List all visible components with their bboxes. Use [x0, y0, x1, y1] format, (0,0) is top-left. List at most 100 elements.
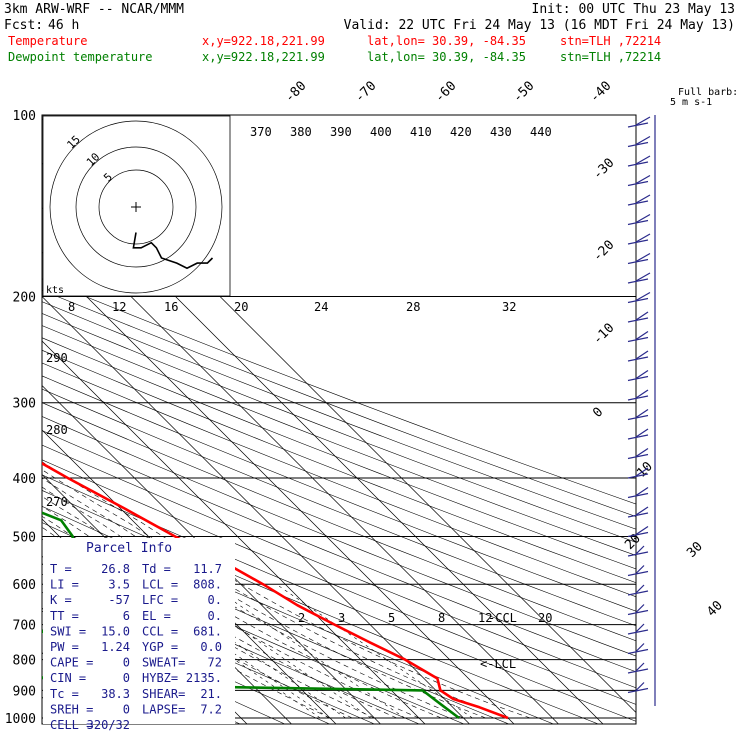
wind-barb [635, 174, 651, 185]
parcel-info-title: Parcel Info [86, 541, 172, 556]
parcel-info-value: 6 [123, 609, 130, 623]
moist-adiabat-label: 24 [314, 300, 328, 314]
wind-barb-shaft [627, 356, 649, 362]
wind-barb [635, 331, 649, 340]
hodograph-unit-label: kts [46, 285, 64, 296]
parcel-info-key: CELL = [50, 718, 93, 732]
parcel-info-key: TT = [50, 609, 79, 623]
temperature-axis-label: -20 [590, 238, 617, 265]
wind-barb-shaft [627, 473, 649, 479]
isotherm-line [0, 115, 31, 731]
fcst-label: Fcst: [4, 18, 43, 33]
theta-label: 440 [530, 125, 552, 139]
temperature-axis-label: 30 [684, 539, 706, 561]
hodograph-ring [49, 120, 223, 294]
parcel-info-key: T = [50, 562, 72, 576]
wind-barb [635, 409, 649, 418]
temperature-axis-label: -50 [510, 79, 537, 106]
wind-barb [635, 467, 649, 477]
wind-barb-shaft [627, 629, 649, 635]
wind-barb-shaft [627, 180, 649, 187]
dry-adiabat-label: 280 [46, 423, 68, 437]
wind-barb-shaft [627, 375, 649, 382]
wind-barb [635, 682, 645, 691]
isotherm-line [42, 340, 426, 724]
parcel-info-value: 0. [208, 593, 222, 607]
wind-barb [635, 213, 651, 224]
wind-barb-shaft [627, 219, 649, 226]
mixing-ratio-label: 3 [338, 611, 345, 625]
pressure-tick-label: 600 [13, 578, 36, 593]
parcel-info-key: LCL = [142, 578, 178, 592]
parcel-info-value: 26.8 [101, 562, 130, 576]
wind-barb-shaft [627, 648, 649, 655]
dry-adiabat-line [42, 388, 636, 627]
mixing-ratio-line [208, 583, 405, 719]
wind-barb [635, 526, 649, 535]
hodograph-ring [98, 169, 174, 245]
wind-barb [635, 643, 645, 652]
dry-adiabat-line [42, 416, 636, 657]
wind-barb-shaft [627, 414, 649, 421]
pressure-tick-label: 100 [13, 109, 36, 124]
theta-label: 370 [250, 125, 272, 139]
wind-barb-shaft [627, 278, 649, 284]
wind-barb [635, 116, 651, 126]
pressure-tick-label: 1000 [5, 712, 36, 727]
parcel-info-value: 681. [193, 624, 222, 638]
theta-label: 420 [450, 125, 472, 139]
parcel-info-value: 320/32 [87, 718, 130, 732]
wind-barb [635, 487, 649, 496]
temperature-axis-label: -40 [587, 79, 614, 106]
temperature-axis-label: 40 [704, 598, 726, 620]
wind-barb-shaft [627, 161, 649, 167]
temp-xy: x,y=922.18,221.99 [202, 34, 325, 48]
wind-barb [635, 370, 649, 379]
temperature-axis-label: -70 [352, 79, 379, 106]
legend-dewpoint: Dewpoint temperature [8, 50, 153, 64]
dry-adiabat-line [42, 325, 636, 556]
pressure-tick-label: 200 [13, 291, 36, 306]
dry-adiabat-line [42, 337, 636, 570]
fcst-value: 46 h [48, 18, 79, 33]
dry-adiabat-line [42, 362, 636, 598]
parcel-info-key: SWEAT= [142, 656, 185, 670]
theta-label: 400 [370, 125, 392, 139]
moist-adiabat-label: 8 [68, 300, 75, 314]
ccl-marker: -CCL [488, 611, 517, 625]
theta-label: 410 [410, 125, 432, 139]
wind-barb-shaft [627, 122, 649, 128]
dry-adiabat-line [42, 430, 636, 673]
parcel-info-value: 0.0 [200, 640, 222, 654]
dry-adiabat-line [42, 289, 636, 517]
wind-barb [635, 272, 651, 282]
wind-barb-shaft [627, 395, 649, 401]
temperature-axis-label: -30 [590, 156, 617, 183]
wind-barb [635, 389, 649, 399]
isotherm-line [42, 251, 515, 724]
wind-barbs: Full barb:5 m s-1 [627, 87, 738, 706]
dry-adiabat-label: 270 [46, 495, 68, 509]
parcel-info-value: 38.3 [101, 687, 130, 701]
parcel-info-key: EL = [142, 609, 171, 623]
parcel-info-value: 0 [123, 656, 130, 670]
temp-latlon: lat,lon= 30.39, -84.35 [367, 34, 526, 48]
dry-adiabat-line [42, 459, 636, 705]
wind-barb [635, 194, 651, 204]
wind-barb-shaft [627, 141, 649, 148]
dry-adiabat-line [42, 444, 636, 689]
wind-barb-shaft [627, 570, 649, 577]
isotherm-line [42, 385, 381, 724]
lcl-marker: <-LCL [480, 657, 516, 671]
parcel-info-value: 808. [193, 578, 222, 592]
parcel-info-key: SWI = [50, 624, 86, 638]
wind-barb-shaft [627, 512, 649, 518]
wind-barb [635, 233, 651, 243]
wind-barb [635, 604, 645, 613]
hodograph-trace [132, 232, 214, 270]
temperature-axis-label: -80 [282, 79, 309, 106]
wind-barb-shaft [627, 453, 649, 460]
parcel-info-key: SHEAR= [142, 687, 185, 701]
theta-label: 390 [330, 125, 352, 139]
wind-barb-shaft [627, 590, 649, 596]
